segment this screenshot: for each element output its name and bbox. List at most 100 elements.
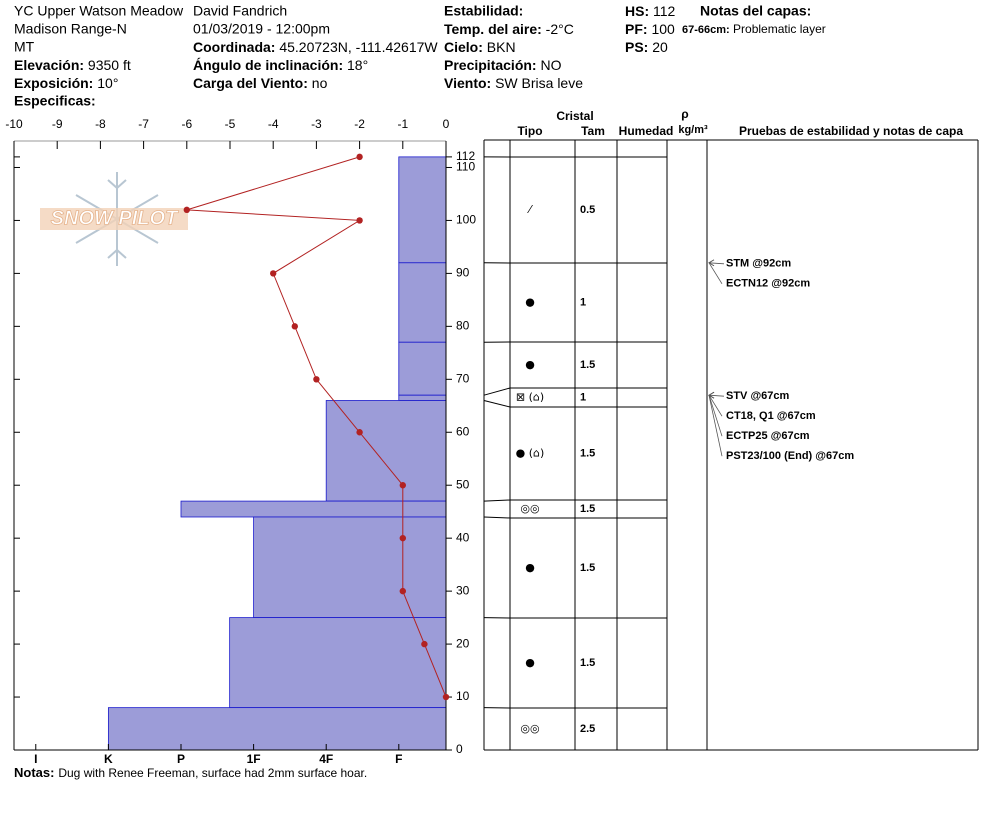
aspect: Exposición: 10° — [14, 75, 118, 91]
label: Exposición: — [14, 75, 93, 91]
depth-tick-label: 90 — [456, 266, 470, 280]
value: 9350 ft — [88, 57, 131, 73]
label: Coordinada: — [193, 39, 275, 55]
hardness-bar — [253, 516, 447, 619]
depth-tick-label: 0 — [456, 742, 463, 756]
temperature-point — [399, 534, 406, 542]
temp-tick-label: -5 — [225, 117, 236, 131]
test-arrow — [708, 394, 723, 417]
grain-size: 1.5 — [580, 447, 595, 459]
notes: Notas: Dug with Renee Freeman, surface h… — [14, 765, 367, 781]
hardness-bar — [229, 617, 447, 709]
test-label: STV @67cm — [726, 390, 790, 402]
hardness-tick-label: F — [395, 752, 402, 766]
depth-tick-label: 100 — [456, 213, 476, 227]
layer-notes-label: Notas del capas: — [700, 3, 811, 19]
layer-note: 67-66cm: Problematic layer — [682, 22, 826, 36]
layer-boundary — [483, 516, 511, 519]
watermark-band — [40, 208, 188, 230]
hardness-tick-label: I — [34, 752, 37, 766]
grain-type: ● — [525, 358, 535, 371]
label: PS: — [625, 39, 648, 55]
temp-tick-label: -10 — [5, 117, 23, 131]
depth-tick-label: 20 — [456, 636, 470, 650]
grain-type: ⁄ — [526, 203, 533, 216]
site: YC Upper Watson Meadow — [14, 3, 184, 19]
hardness-bar — [398, 341, 447, 396]
test-arrow-head — [708, 391, 715, 399]
table-frame — [483, 139, 979, 751]
temperature-point — [356, 153, 363, 161]
temperature-point — [291, 323, 298, 330]
layer-boundary — [483, 387, 511, 396]
grain-type: ● — [525, 296, 535, 309]
grain-type: ◎◎ — [520, 722, 539, 735]
temp-tick-label: -9 — [52, 117, 63, 131]
layer-boundary — [483, 400, 511, 408]
value: -2°C — [546, 21, 574, 37]
value: BKN — [487, 39, 516, 55]
grain-size: 1.5 — [580, 503, 595, 515]
test-arrow — [708, 395, 723, 457]
wind: Viento: SW Brisa leve — [444, 75, 583, 91]
value: NO — [540, 57, 561, 73]
grain-size: 0.5 — [580, 204, 595, 216]
depth-tick-label: 30 — [456, 583, 470, 597]
label: Cielo: — [444, 39, 483, 55]
label: Ángulo de inclinación: — [193, 57, 343, 73]
col-header: kg/m³ — [678, 124, 708, 136]
label: Notas: — [14, 765, 54, 780]
pf: PF: 100 — [625, 21, 675, 37]
hardness-tick-label: 4F — [319, 752, 333, 766]
col-header: Tam — [581, 124, 605, 138]
label: Elevación: — [14, 57, 84, 73]
temp-tick-label: -3 — [311, 117, 322, 131]
datetime: 01/03/2019 - 12:00pm — [193, 21, 330, 37]
temperature-point — [313, 376, 320, 383]
value: 45.20723N, -111.42617W — [279, 39, 438, 55]
grain-size: 1 — [580, 391, 586, 403]
temp-tick-label: -4 — [268, 117, 279, 131]
label: HS: — [625, 3, 649, 19]
label: Temp. del aire: — [444, 21, 542, 37]
value: SW Brisa leve — [495, 75, 583, 91]
hardness-bar — [325, 400, 447, 502]
ps: PS: 20 — [625, 39, 668, 55]
temperature-point — [421, 640, 428, 648]
test-label: PST23/100 (End) @67cm — [726, 450, 854, 462]
hardness-tick-label: P — [177, 752, 185, 766]
test-arrow — [708, 262, 723, 285]
slope: Ángulo de inclinación: 18° — [193, 57, 368, 73]
grain-size: 2.5 — [580, 723, 595, 735]
depth-tick-label: 80 — [456, 319, 470, 333]
hs: HS: 112 — [625, 3, 676, 19]
col-header: Tipo — [517, 124, 542, 138]
grain-size: 1.5 — [580, 562, 595, 574]
test-label: CT18, Q1 @67cm — [726, 410, 816, 422]
temperature-point — [442, 693, 450, 701]
hardness-bar — [398, 262, 447, 343]
label: Carga del Viento: — [193, 75, 308, 91]
label: PF: — [625, 21, 648, 37]
test-label: STM @92cm — [726, 258, 791, 270]
test-label: ECTP25 @67cm — [726, 430, 810, 442]
label: 67-66cm: — [682, 24, 730, 36]
depth-tick-label: 112 — [456, 149, 475, 163]
grain-size: 1.5 — [580, 359, 595, 371]
wind-load: Carga del Viento: no — [193, 75, 328, 91]
temperature-point — [399, 587, 406, 595]
temperature-point — [356, 217, 363, 224]
value: 20 — [652, 39, 668, 55]
grain-type: ◎◎ — [520, 502, 539, 515]
hardness-tick-label: 1F — [247, 752, 261, 766]
precip: Precipitación: NO — [444, 57, 562, 73]
test-label: ECTN12 @92cm — [726, 278, 810, 290]
temperature-line — [186, 156, 447, 698]
observer: David Fandrich — [193, 3, 287, 19]
depth-tick-label: 60 — [456, 424, 470, 438]
test-arrow — [708, 394, 725, 397]
depth-tick-label: 40 — [456, 530, 470, 544]
coords: Coordinada: 45.20723N, -111.42617W — [193, 39, 438, 55]
test-arrow — [708, 262, 725, 265]
